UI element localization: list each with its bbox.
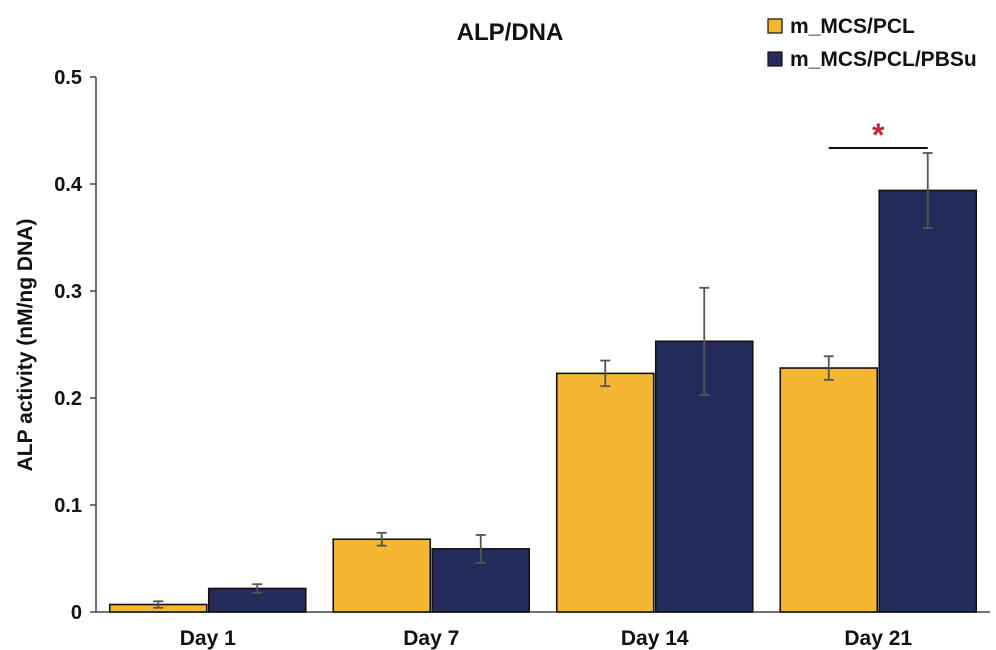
- legend-label: m_MCS/PCL: [790, 15, 915, 38]
- y-tick-label: 0.3: [54, 281, 82, 303]
- x-tick-label: Day 14: [621, 627, 689, 650]
- chart-title: ALP/DNA: [457, 19, 564, 46]
- bar: [555, 372, 655, 613]
- significance-marker: *: [872, 117, 885, 153]
- x-tick-label: Day 1: [180, 627, 236, 650]
- legend: m_MCS/PCL m_MCS/PCL/PBSu: [767, 15, 977, 71]
- y-tick-label: 0.5: [54, 67, 82, 89]
- y-axis-label: ALP activity (nM/ng DNA): [14, 219, 37, 472]
- y-tick-label: 0.1: [54, 495, 82, 517]
- legend-label: m_MCS/PCL/PBSu: [790, 48, 977, 71]
- legend-swatch: [767, 18, 783, 34]
- legend-swatch: [767, 51, 783, 67]
- bar: [332, 538, 432, 613]
- bar: [779, 367, 879, 613]
- axes: 0 0.1 0.2 0.3 0.4 0.5 Day 1 Day 7 Day 14 Day 21: [54, 67, 990, 650]
- x-tick-label: Day 7: [403, 627, 459, 650]
- y-tick-label: 0.4: [54, 174, 83, 196]
- y-tick-label: 0: [71, 602, 82, 624]
- bars: *: [108, 117, 978, 613]
- y-tick-label: 0.2: [54, 388, 82, 410]
- bar: [878, 189, 978, 613]
- x-tick-label: Day 21: [844, 627, 912, 650]
